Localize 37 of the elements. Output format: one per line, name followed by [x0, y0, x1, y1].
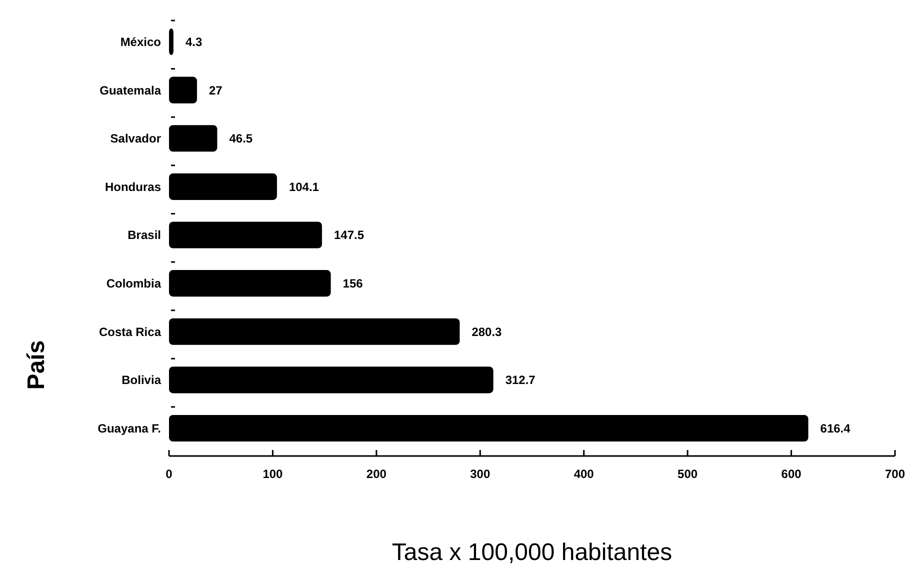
bar — [169, 173, 277, 200]
data-label: 104.1 — [288, 180, 320, 194]
x-tick-label: 200 — [366, 467, 387, 481]
bar — [169, 76, 198, 104]
bar — [169, 414, 808, 442]
data-label: 27 — [209, 83, 223, 98]
bar — [169, 222, 322, 248]
x-tick-label: 400 — [574, 467, 594, 481]
y-tick-label: Colombia — [106, 276, 162, 291]
y-axis-title: País — [23, 340, 50, 390]
data-label: 156 — [342, 276, 364, 291]
bar — [169, 366, 494, 394]
y-tick-label: Guayana F. — [98, 421, 161, 436]
y-tick-label: Guatemala — [100, 83, 162, 98]
y-tick-label: México — [120, 34, 161, 49]
y-tick-label: Costa Rica — [98, 324, 162, 339]
x-tick-label: 100 — [262, 467, 284, 481]
y-tick-label: Honduras — [104, 180, 162, 194]
x-tick-label: 600 — [781, 467, 802, 481]
x-tick-label: 300 — [470, 467, 490, 481]
bar — [169, 125, 218, 152]
data-label: 280.3 — [472, 324, 502, 339]
x-tick-label: 700 — [884, 467, 906, 481]
x-tick-label: 0 — [166, 467, 173, 481]
data-label: 616.4 — [820, 421, 851, 436]
y-tick-label: Bolivia — [122, 373, 162, 388]
data-label: 46.5 — [229, 132, 253, 146]
bar — [169, 270, 331, 297]
x-tick-label: 500 — [678, 467, 698, 481]
x-axis-title: Tasa x 100,000 habitantes — [392, 539, 672, 566]
y-tick-label: Brasil — [128, 228, 161, 242]
data-label: 312.7 — [505, 373, 536, 388]
bar — [169, 318, 460, 345]
bar — [169, 28, 174, 56]
y-tick-label: Salvador — [110, 132, 162, 146]
data-label: 4.3 — [185, 34, 202, 49]
data-label: 147.5 — [334, 228, 364, 242]
